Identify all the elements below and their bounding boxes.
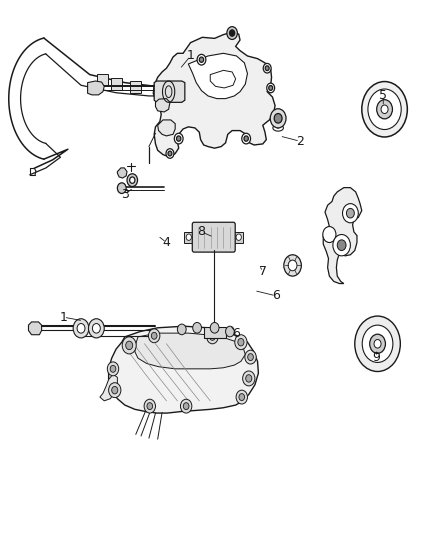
Circle shape	[126, 341, 133, 350]
Circle shape	[73, 319, 89, 338]
Polygon shape	[158, 120, 175, 136]
Circle shape	[244, 136, 248, 141]
Polygon shape	[117, 168, 127, 178]
Bar	[234, 232, 243, 243]
Text: 2: 2	[296, 135, 304, 148]
Circle shape	[368, 89, 401, 130]
Circle shape	[247, 354, 253, 360]
FancyBboxPatch shape	[192, 222, 235, 252]
Circle shape	[186, 234, 191, 240]
Circle shape	[92, 324, 100, 333]
Circle shape	[381, 105, 388, 114]
Circle shape	[235, 335, 247, 350]
Circle shape	[343, 204, 358, 223]
Circle shape	[209, 334, 215, 340]
Circle shape	[117, 183, 126, 193]
Bar	[131, 81, 141, 93]
Bar	[184, 232, 193, 243]
Circle shape	[323, 227, 336, 243]
Text: 6: 6	[272, 289, 280, 302]
Circle shape	[226, 326, 234, 337]
Circle shape	[144, 399, 155, 413]
Circle shape	[183, 403, 189, 409]
Polygon shape	[210, 70, 236, 88]
Circle shape	[355, 316, 400, 372]
Circle shape	[370, 334, 385, 353]
Circle shape	[166, 149, 174, 158]
Circle shape	[197, 54, 206, 65]
Circle shape	[122, 337, 136, 354]
Circle shape	[239, 393, 245, 401]
Circle shape	[193, 322, 201, 333]
Circle shape	[148, 329, 160, 343]
Circle shape	[246, 375, 252, 382]
Text: 8: 8	[198, 225, 205, 238]
Circle shape	[346, 208, 354, 218]
Polygon shape	[100, 374, 117, 401]
Circle shape	[242, 133, 251, 144]
Circle shape	[243, 371, 255, 386]
Bar	[204, 327, 226, 338]
Circle shape	[288, 260, 297, 271]
Circle shape	[168, 151, 172, 156]
Polygon shape	[154, 81, 185, 102]
Bar	[97, 74, 108, 86]
Circle shape	[265, 66, 269, 70]
Circle shape	[267, 83, 275, 93]
Circle shape	[268, 85, 272, 90]
Text: 3: 3	[121, 188, 129, 201]
Circle shape	[174, 133, 183, 144]
Polygon shape	[28, 322, 42, 335]
Polygon shape	[135, 333, 245, 369]
Circle shape	[333, 235, 350, 256]
Circle shape	[236, 234, 241, 240]
Polygon shape	[153, 32, 275, 157]
Text: 1: 1	[60, 311, 67, 324]
Circle shape	[245, 350, 256, 364]
Circle shape	[377, 100, 392, 119]
Circle shape	[177, 324, 186, 335]
Circle shape	[77, 324, 85, 333]
Circle shape	[107, 362, 119, 376]
Circle shape	[88, 319, 104, 338]
Polygon shape	[88, 81, 104, 95]
Circle shape	[284, 255, 301, 276]
Bar	[110, 78, 122, 90]
Circle shape	[180, 399, 192, 413]
Text: 4: 4	[162, 236, 170, 249]
Circle shape	[109, 383, 121, 398]
Polygon shape	[188, 53, 247, 99]
Polygon shape	[323, 188, 362, 284]
Text: 7: 7	[259, 265, 267, 278]
Circle shape	[207, 330, 218, 344]
Text: 1: 1	[187, 50, 194, 62]
Polygon shape	[155, 99, 170, 112]
Circle shape	[112, 386, 118, 394]
Circle shape	[238, 338, 244, 346]
Circle shape	[263, 63, 271, 73]
Circle shape	[362, 325, 393, 362]
Circle shape	[337, 240, 346, 251]
Circle shape	[270, 109, 286, 128]
Circle shape	[210, 322, 219, 333]
Polygon shape	[157, 83, 182, 101]
Circle shape	[151, 333, 157, 340]
Circle shape	[374, 340, 381, 348]
Circle shape	[177, 136, 181, 141]
Text: 9: 9	[373, 351, 381, 364]
Circle shape	[362, 82, 407, 137]
Circle shape	[227, 27, 237, 39]
Circle shape	[147, 403, 153, 409]
Circle shape	[199, 57, 204, 62]
Circle shape	[110, 366, 116, 372]
Text: 5: 5	[379, 90, 387, 102]
Circle shape	[274, 114, 282, 123]
Polygon shape	[109, 326, 258, 413]
Circle shape	[236, 390, 247, 404]
Circle shape	[130, 177, 135, 183]
Text: 6: 6	[233, 327, 240, 340]
Circle shape	[127, 174, 138, 187]
Circle shape	[230, 30, 235, 36]
